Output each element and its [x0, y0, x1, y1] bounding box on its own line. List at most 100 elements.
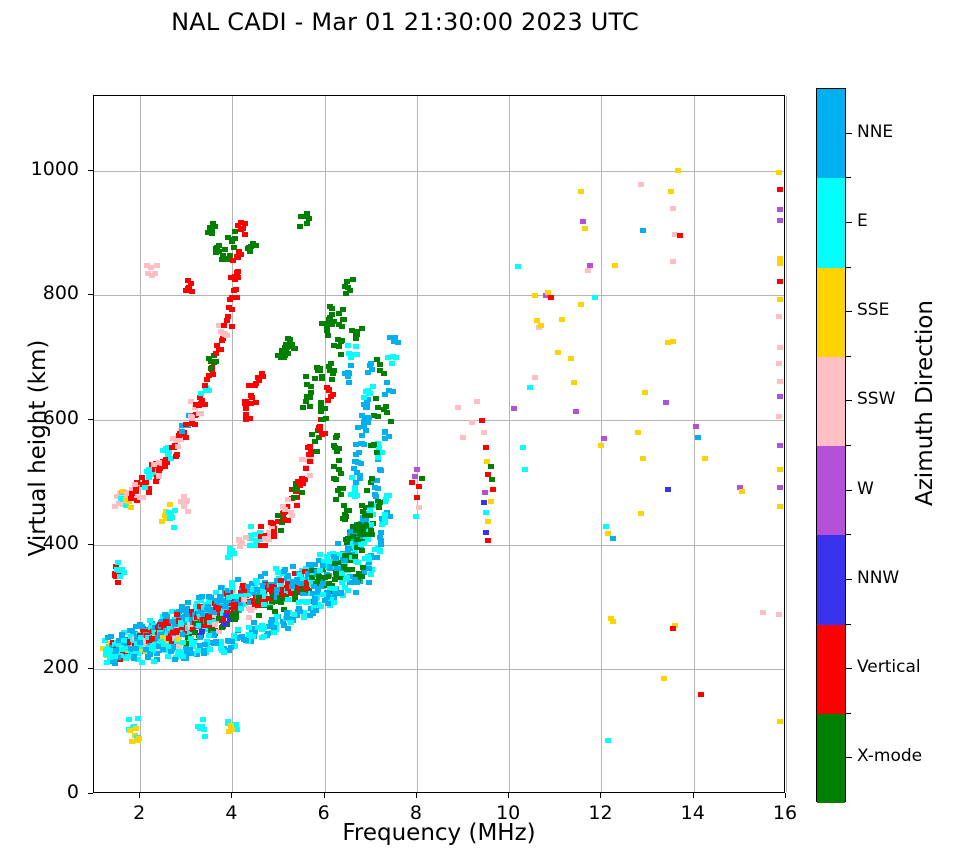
- data-point: [141, 485, 148, 491]
- colorbar-tick: [846, 311, 852, 313]
- data-point: [299, 456, 306, 462]
- data-point: [295, 599, 302, 605]
- data-point: [287, 619, 294, 625]
- data-point: [282, 567, 289, 573]
- data-point: [206, 372, 213, 378]
- data-point: [371, 442, 378, 448]
- data-point: [165, 448, 172, 454]
- data-point: [353, 573, 360, 579]
- data-point: [336, 457, 343, 463]
- data-point: [230, 550, 237, 556]
- data-point: [171, 435, 178, 441]
- data-point: [246, 599, 253, 605]
- data-point: [205, 604, 212, 610]
- data-point: [271, 608, 278, 614]
- data-point: [128, 739, 135, 745]
- data-point: [261, 533, 268, 539]
- colorbar-segment-sse: [817, 267, 845, 357]
- data-point: [307, 383, 314, 389]
- data-point: [374, 413, 381, 419]
- data-point: [374, 405, 381, 411]
- colorbar-segment-nne: [817, 89, 845, 179]
- data-point: [293, 577, 300, 583]
- data-point: [663, 400, 670, 406]
- data-point: [113, 564, 120, 570]
- data-point: [335, 541, 342, 547]
- data-point: [111, 654, 118, 660]
- data-point: [337, 492, 344, 498]
- data-point: [345, 380, 352, 386]
- data-point: [231, 602, 238, 608]
- data-point: [113, 574, 120, 580]
- data-point: [349, 327, 356, 333]
- data-point: [384, 354, 391, 360]
- data-point: [251, 383, 258, 389]
- data-point: [103, 652, 110, 658]
- data-point: [249, 580, 256, 586]
- data-point: [186, 622, 193, 628]
- data-point: [108, 646, 115, 652]
- data-point: [379, 522, 386, 528]
- data-point: [353, 533, 360, 539]
- data-point: [189, 608, 196, 614]
- data-point: [252, 380, 259, 386]
- data-point: [218, 328, 225, 334]
- grid-line-vertical: [693, 96, 695, 792]
- data-point: [153, 478, 160, 484]
- data-point: [168, 456, 175, 462]
- data-point: [232, 610, 239, 616]
- data-point: [226, 552, 233, 558]
- data-point: [158, 618, 165, 624]
- data-point: [355, 577, 362, 583]
- data-point: [291, 611, 298, 617]
- data-point: [257, 531, 264, 537]
- data-point: [285, 518, 292, 524]
- data-point: [137, 639, 144, 645]
- data-point: [186, 629, 193, 635]
- data-point: [695, 435, 702, 441]
- data-point: [279, 520, 286, 526]
- data-point: [283, 614, 290, 620]
- data-point: [360, 540, 367, 546]
- data-point: [356, 525, 363, 531]
- data-point: [192, 405, 199, 411]
- data-point: [212, 628, 219, 634]
- data-point: [639, 456, 646, 462]
- data-point: [365, 560, 372, 566]
- data-point: [775, 314, 782, 320]
- colorbar: [816, 88, 846, 803]
- data-point: [331, 553, 337, 559]
- data-point: [224, 590, 231, 596]
- data-point: [302, 599, 309, 605]
- data-point: [201, 651, 208, 657]
- data-point: [334, 575, 341, 581]
- data-point: [305, 451, 312, 457]
- colorbar-label-w: W: [857, 478, 874, 499]
- data-point: [377, 541, 384, 547]
- data-point: [242, 412, 249, 418]
- data-point: [258, 623, 265, 629]
- data-point: [201, 622, 208, 628]
- data-point: [268, 523, 275, 529]
- data-point: [314, 602, 321, 608]
- data-point: [326, 562, 333, 568]
- data-point: [188, 421, 195, 427]
- data-point: [312, 607, 319, 613]
- data-point: [167, 501, 174, 507]
- data-point: [187, 651, 194, 657]
- y-axis-tick-label: 800: [42, 282, 79, 305]
- data-point: [126, 727, 133, 733]
- data-point: [275, 512, 282, 518]
- data-point: [235, 249, 242, 254]
- data-point: [156, 470, 163, 476]
- data-point: [161, 513, 168, 519]
- data-point: [639, 228, 646, 234]
- data-point: [256, 595, 263, 601]
- data-point: [283, 609, 290, 615]
- data-point: [219, 598, 226, 604]
- data-point: [200, 648, 207, 654]
- data-point: [305, 215, 312, 221]
- data-point: [349, 276, 356, 282]
- data-point: [328, 377, 335, 383]
- data-point: [483, 444, 490, 450]
